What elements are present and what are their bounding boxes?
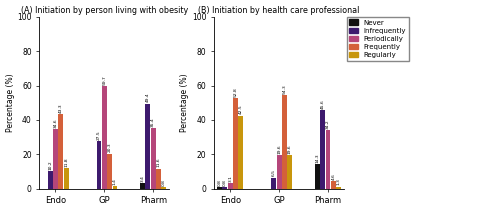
Text: 42.5: 42.5 <box>239 104 243 114</box>
Bar <box>233 98 238 189</box>
Bar <box>162 187 166 189</box>
Bar <box>53 129 58 189</box>
Bar <box>272 178 276 189</box>
Text: 34.2: 34.2 <box>326 119 330 128</box>
Bar <box>288 155 292 189</box>
Bar <box>140 183 145 189</box>
Text: 49.4: 49.4 <box>146 93 150 102</box>
Bar <box>228 184 232 189</box>
Bar <box>315 164 320 189</box>
Text: 11.8: 11.8 <box>64 157 68 167</box>
Text: 20.3: 20.3 <box>108 143 112 153</box>
Text: 52.8: 52.8 <box>234 87 237 97</box>
Text: 27.5: 27.5 <box>97 130 101 140</box>
Text: 59.7: 59.7 <box>102 75 106 85</box>
Text: 11.6: 11.6 <box>156 158 160 168</box>
Title: (B) Initiation by health care professional: (B) Initiation by health care profession… <box>198 5 360 15</box>
Text: 0.8: 0.8 <box>223 179 227 186</box>
Bar <box>326 130 330 189</box>
Bar <box>276 155 281 189</box>
Text: 4.6: 4.6 <box>332 173 336 180</box>
Text: 43.3: 43.3 <box>59 103 63 113</box>
Bar <box>222 187 228 189</box>
Bar <box>238 116 244 189</box>
Bar <box>320 110 325 189</box>
Bar <box>217 187 222 189</box>
Bar <box>151 128 156 189</box>
Text: 19.6: 19.6 <box>288 144 292 154</box>
Bar <box>282 95 287 189</box>
Title: (A) Initiation by person living with obesity: (A) Initiation by person living with obe… <box>20 5 188 15</box>
Bar <box>107 154 112 189</box>
Bar <box>48 171 52 189</box>
Bar <box>64 169 68 189</box>
Bar <box>336 187 341 189</box>
Text: 35.4: 35.4 <box>151 117 155 127</box>
Bar <box>58 114 64 189</box>
Text: 34.6: 34.6 <box>54 118 58 128</box>
Legend: Never, Infrequently, Periodically, Frequently, Regularly: Never, Infrequently, Periodically, Frequ… <box>346 17 408 61</box>
Text: 0.8: 0.8 <box>162 179 166 186</box>
Text: 54.3: 54.3 <box>282 84 286 94</box>
Text: 1.4: 1.4 <box>113 178 117 185</box>
Text: 45.6: 45.6 <box>320 99 324 109</box>
Text: 3.4: 3.4 <box>140 175 144 182</box>
Bar <box>112 186 117 189</box>
Bar <box>96 142 102 189</box>
Text: 19.6: 19.6 <box>277 144 281 154</box>
Bar <box>146 104 150 189</box>
Bar <box>331 181 336 189</box>
Text: 0.8: 0.8 <box>218 179 222 186</box>
Text: 3.1: 3.1 <box>228 175 232 182</box>
Text: 6.5: 6.5 <box>272 169 276 176</box>
Text: 14.3: 14.3 <box>316 153 320 163</box>
Y-axis label: Percentage (%): Percentage (%) <box>6 73 15 132</box>
Y-axis label: Percentage (%): Percentage (%) <box>180 73 190 132</box>
Bar <box>156 169 161 189</box>
Text: 1.3: 1.3 <box>336 178 340 185</box>
Bar <box>102 86 107 189</box>
Text: 10.2: 10.2 <box>48 160 52 170</box>
